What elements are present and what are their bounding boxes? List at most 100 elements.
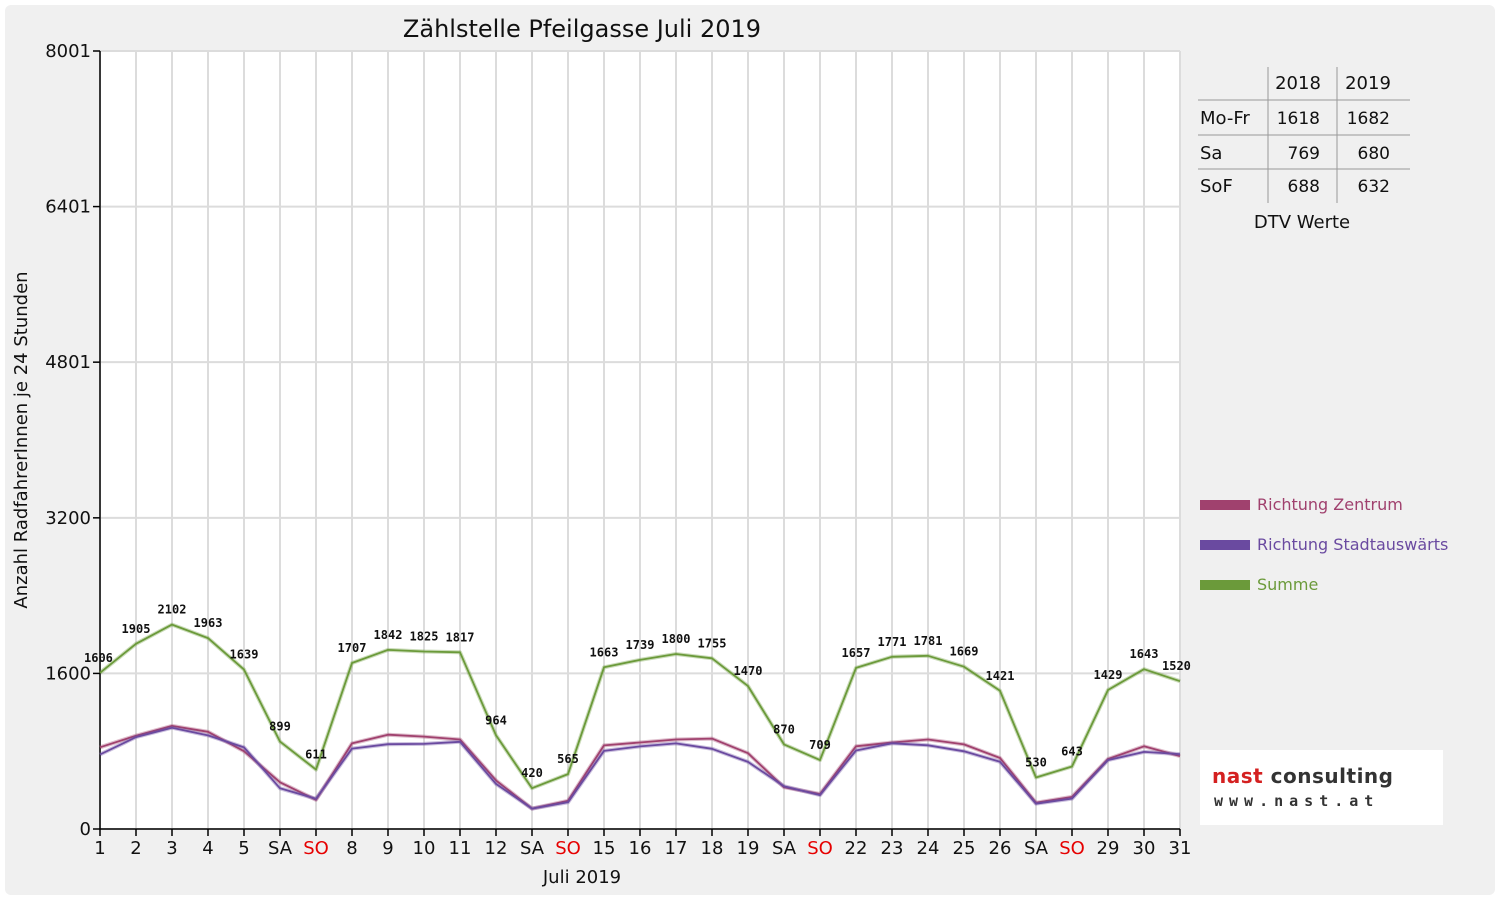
data-label: 1817 [446,630,475,644]
legend-swatch-zentrum [1200,500,1250,510]
x-tick-label: 26 [989,838,1012,859]
data-label: 1825 [410,630,439,644]
y-tick-label: 0 [80,819,91,840]
x-tick-label: SO [807,838,833,859]
chart-title: Zählstelle Pfeilgasse Juli 2019 [403,15,761,43]
y-tick-label: 3200 [45,508,91,529]
dtv-cell: 1682 [1347,109,1390,129]
data-label: 870 [773,722,795,736]
y-axis-label: Anzahl RadfahrerInnen je 24 Stunden [11,271,32,608]
data-label: 565 [557,752,579,766]
legend-label-summe: Summe [1257,575,1318,594]
data-label: 1663 [590,645,619,659]
x-tick-label: 31 [1169,838,1192,859]
legend-swatch-stadtauswaerts [1200,540,1250,550]
x-tick-label: 4 [202,838,213,859]
x-tick-label: 29 [1097,838,1120,859]
dtv-row-label: SoF [1200,176,1233,197]
data-label: 1707 [338,641,367,655]
x-tick-label: 15 [593,838,616,859]
x-tick-label: 16 [629,838,652,859]
series-line-stadtauswaerts [99,726,1181,810]
dtv-cell: 769 [1288,144,1320,164]
data-label: 1771 [878,635,907,649]
series-line-summe [99,623,1181,790]
x-tick-label: SO [1059,838,1085,859]
y-tick-label: 1600 [45,663,91,684]
x-tick-label: 19 [737,838,760,859]
x-tick-label: 18 [701,838,724,859]
x-tick-label: SA [520,838,545,859]
data-label: 1905 [122,622,151,636]
x-tick-label: 30 [1133,838,1156,859]
x-tick-label: 12 [485,838,508,859]
dtv-header-2018: 2018 [1275,73,1321,94]
data-label: 1739 [626,638,655,652]
data-label: 1781 [914,634,943,648]
legend: Richtung Zentrum Richtung Stadtauswärts … [1200,495,1448,594]
nast-consulting-logo: nast consulting www.nast.at [1200,750,1443,825]
x-tick-label: 11 [449,838,472,859]
x-tick-label: 25 [953,838,976,859]
dtv-cell: 688 [1288,177,1320,197]
legend-label-zentrum: Richtung Zentrum [1257,495,1403,514]
legend-swatch-summe [1200,580,1250,590]
x-tick-label: 22 [845,838,868,859]
y-tick-label: 8001 [45,41,91,62]
data-label: 1639 [230,648,259,662]
data-label: 964 [485,713,507,727]
data-label: 1520 [1162,659,1191,673]
data-label: 420 [521,766,543,780]
x-tick-label: 24 [917,838,940,859]
x-tick-label: 1 [94,838,105,859]
x-tick-label: 3 [166,838,177,859]
x-tick-label: 8 [346,838,357,859]
legend-label-stadtauswaerts: Richtung Stadtauswärts [1257,535,1448,554]
data-label: 1800 [662,632,691,646]
x-tick-label: SA [772,838,797,859]
data-labels: 1606 1905 2102 1963 1639 899 611 1707 1842 1825 18… [84,603,1191,781]
dtv-row-label: Sa [1200,143,1222,164]
dtv-cell: 632 [1358,177,1390,197]
data-label: 2102 [158,603,187,617]
logo-url: www.nast.at [1214,792,1380,810]
dtv-header-2019: 2019 [1345,73,1391,94]
data-label: 1643 [1130,647,1159,661]
x-tick-label: SO [303,838,329,859]
x-tick-label: 2 [130,838,141,859]
data-label: 1963 [194,616,223,630]
dtv-caption: DTV Werte [1254,212,1350,233]
data-label: 1429 [1094,668,1123,682]
data-label: 899 [269,720,291,734]
x-tick-label: 9 [382,838,393,859]
series-line-zentrum [99,725,1181,810]
x-axis-label: Juli 2019 [542,867,621,888]
series-lines [98,622,1181,811]
data-label: 611 [305,748,327,762]
x-tick-label: SA [268,838,293,859]
data-label: 1657 [842,646,871,660]
x-tick-label: SO [555,838,581,859]
data-label: 1421 [986,669,1015,683]
logo-wordmark: nast consulting [1212,764,1394,788]
data-label: 1669 [950,645,979,659]
axes [93,50,1181,836]
dtv-table: 2018 2019 Mo-Fr 1618 1682 Sa 769 680 SoF… [1198,67,1410,233]
x-tick-label: 17 [665,838,688,859]
dtv-cell: 680 [1358,144,1390,164]
data-label: 1470 [734,664,763,678]
y-tick-label: 6401 [45,197,91,218]
data-label: 1606 [84,651,113,665]
data-label: 530 [1025,755,1047,769]
data-label: 643 [1061,744,1083,758]
data-label: 1755 [698,636,727,650]
x-tick-label: SA [1024,838,1049,859]
x-tick-label: 5 [238,838,249,859]
grid-lines [99,50,1181,830]
y-tick-label: 4801 [45,352,91,373]
x-tick-label: 10 [413,838,436,859]
data-label: 709 [809,738,831,752]
dtv-cell: 1618 [1277,109,1320,129]
